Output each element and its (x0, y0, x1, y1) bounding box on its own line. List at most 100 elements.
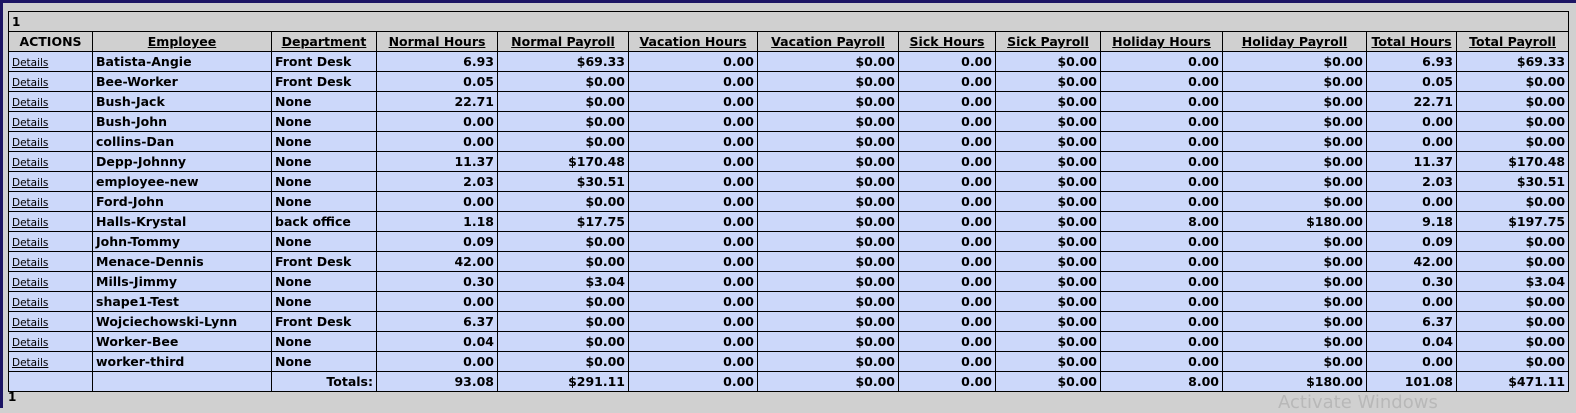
table-row: Details employee-new None 2.03 $30.51 0.00 $0.… (8, 171, 1570, 192)
value-cell: $0.00 (757, 191, 899, 212)
actions-cell: Details (8, 311, 93, 332)
details-link[interactable]: Details (12, 77, 49, 89)
value-cell: $69.33 (497, 51, 629, 72)
actions-cell: Details (8, 171, 93, 192)
value-cell: $3.04 (1455, 271, 1570, 292)
value-cell: $0.00 (757, 251, 899, 272)
details-link[interactable]: Details (12, 117, 49, 129)
details-link[interactable]: Details (12, 157, 49, 169)
value-cell: 0.00 (628, 311, 758, 332)
sort-link[interactable]: Normal Payroll (511, 34, 615, 49)
department-cell: Front Desk (271, 51, 377, 72)
employee-cell: Bee-Worker (92, 71, 272, 92)
value-cell: 0.00 (898, 311, 996, 332)
value-cell: $0.00 (497, 131, 629, 152)
value-cell: $0.00 (995, 291, 1101, 312)
actions-cell: Details (8, 91, 93, 112)
value-cell: 0.00 (898, 191, 996, 212)
total-value: $291.11 (497, 371, 629, 392)
table-row: Details worker-third None 0.00 $0.00 0.00 $0.0… (8, 351, 1570, 372)
value-cell: $170.48 (1455, 151, 1570, 172)
details-link[interactable]: Details (12, 197, 49, 209)
payroll-table: 1 ACTIONS Employee Department Normal Hours N… (7, 11, 1570, 392)
value-cell: 0.09 (376, 231, 498, 252)
details-link[interactable]: Details (12, 177, 49, 189)
details-link[interactable]: Details (12, 297, 49, 309)
value-cell: $0.00 (1455, 91, 1570, 112)
value-cell: 0.00 (898, 211, 996, 232)
sort-link[interactable]: Holiday Hours (1112, 34, 1211, 49)
table-row: Details Depp-Johnny None 11.37 $170.48 0.00 $0… (8, 151, 1570, 172)
actions-cell: Details (8, 291, 93, 312)
value-cell: 0.00 (1366, 111, 1457, 132)
total-value: 93.08 (376, 371, 498, 392)
sort-link[interactable]: Employee (147, 34, 217, 49)
details-link[interactable]: Details (12, 257, 49, 269)
sort-link[interactable]: Total Hours (1371, 34, 1452, 49)
value-cell: 0.00 (1100, 291, 1223, 312)
value-cell: $0.00 (757, 211, 899, 232)
sort-link[interactable]: Normal Hours (388, 34, 486, 49)
value-cell: 0.00 (898, 71, 996, 92)
value-cell: $0.00 (995, 91, 1101, 112)
sort-link[interactable]: Sick Hours (909, 34, 985, 49)
value-cell: $0.00 (757, 151, 899, 172)
table-row: Details Worker-Bee None 0.04 $0.00 0.00 $0.00 0… (8, 331, 1570, 352)
details-link[interactable]: Details (12, 277, 49, 289)
table-row: Details Batista-Angie Front Desk 6.93 $69.33… (8, 51, 1570, 72)
value-cell: 0.30 (1366, 271, 1457, 292)
value-cell: 0.09 (1366, 231, 1457, 252)
pager-bottom[interactable]: 1 (8, 390, 17, 404)
value-cell: $0.00 (995, 171, 1101, 192)
value-cell: 0.00 (1100, 331, 1223, 352)
table-row: Details Ford-John None 0.00 $0.00 0.00 $0.00 0.… (8, 191, 1570, 212)
employee-cell: Bush-Jack (92, 91, 272, 112)
actions-cell: Details (8, 231, 93, 252)
value-cell: $0.00 (757, 131, 899, 152)
department-cell: back office (271, 211, 377, 232)
sort-link[interactable]: Vacation Payroll (771, 34, 885, 49)
department-cell: None (271, 171, 377, 192)
value-cell: $0.00 (1222, 291, 1367, 312)
value-cell: $0.00 (757, 51, 899, 72)
details-link[interactable]: Details (12, 237, 49, 249)
value-cell: 0.00 (628, 91, 758, 112)
value-cell: 0.00 (628, 111, 758, 132)
details-link[interactable]: Details (12, 217, 49, 229)
value-cell: 0.04 (1366, 331, 1457, 352)
employee-cell: Worker-Bee (92, 331, 272, 352)
sort-link[interactable]: Total Payroll (1469, 34, 1556, 49)
totals-label: Totals: (271, 371, 377, 392)
value-cell: $0.00 (757, 311, 899, 332)
value-cell: $0.00 (1455, 331, 1570, 352)
value-cell: 2.03 (1366, 171, 1457, 192)
value-cell: 0.00 (376, 351, 498, 372)
sort-link[interactable]: Vacation Hours (639, 34, 747, 49)
actions-cell: Details (8, 131, 93, 152)
details-link[interactable]: Details (12, 57, 49, 69)
details-link[interactable]: Details (12, 97, 49, 109)
value-cell: 0.00 (898, 131, 996, 152)
sort-link[interactable]: Department (281, 34, 367, 49)
details-link[interactable]: Details (12, 337, 49, 349)
sort-link[interactable]: Sick Payroll (1007, 34, 1089, 49)
value-cell: $0.00 (1222, 311, 1367, 332)
pager-top[interactable]: 1 (7, 11, 1570, 32)
details-link[interactable]: Details (12, 357, 49, 369)
value-cell: 0.00 (628, 351, 758, 372)
details-link[interactable]: Details (12, 137, 49, 149)
column-header-vacation-hours: Vacation Hours (628, 31, 758, 52)
value-cell: 0.00 (1100, 271, 1223, 292)
value-cell: 0.00 (1100, 71, 1223, 92)
value-cell: 0.00 (1100, 151, 1223, 172)
details-link[interactable]: Details (12, 317, 49, 329)
value-cell: $0.00 (757, 331, 899, 352)
department-cell: Front Desk (271, 311, 377, 332)
value-cell: 0.00 (1100, 51, 1223, 72)
column-header-holiday-payroll: Holiday Payroll (1222, 31, 1367, 52)
value-cell: $0.00 (497, 251, 629, 272)
value-cell: $0.00 (1222, 171, 1367, 192)
value-cell: 0.00 (628, 131, 758, 152)
sort-link[interactable]: Holiday Payroll (1241, 34, 1348, 49)
